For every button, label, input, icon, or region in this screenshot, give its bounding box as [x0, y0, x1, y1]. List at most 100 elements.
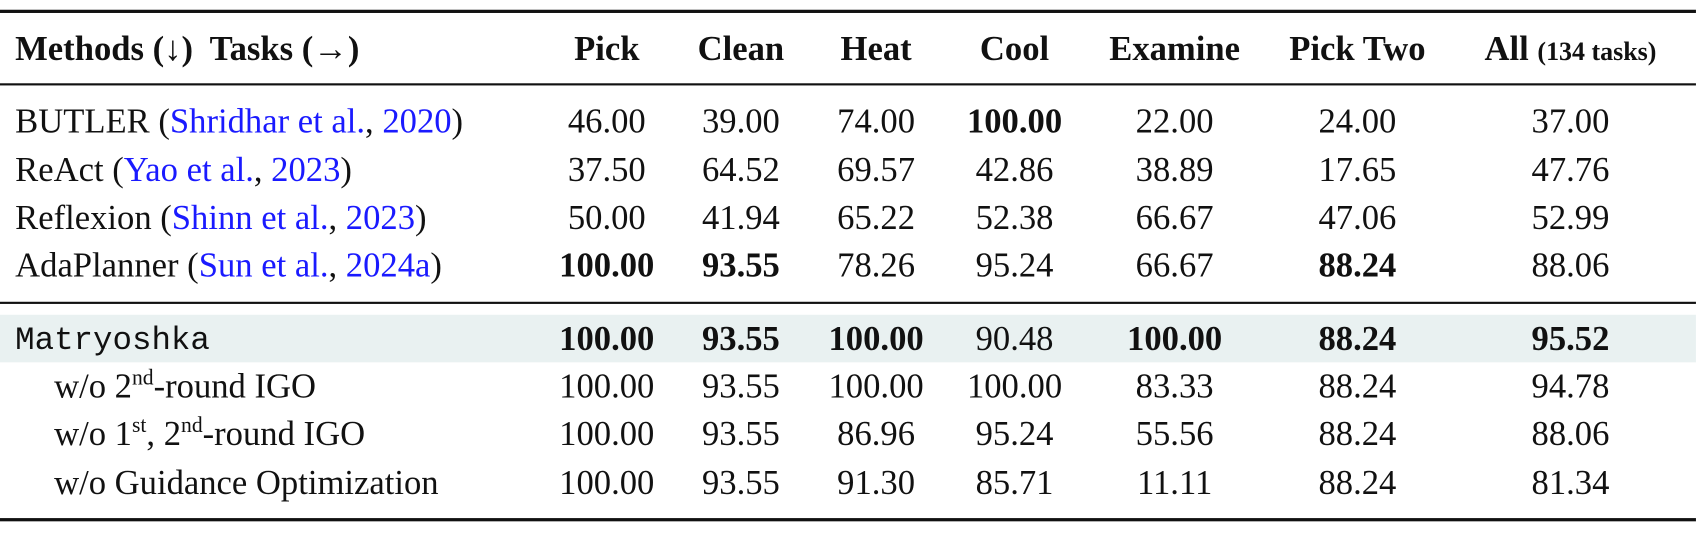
cell: 93.55	[701, 413, 780, 453]
label-text: ,	[253, 149, 272, 189]
cell: 100.00	[559, 366, 655, 406]
cell: 17.65	[1318, 149, 1397, 189]
cell: 11.11	[1136, 462, 1213, 502]
cell: 100.00	[559, 413, 655, 453]
cell: 95.52	[1531, 318, 1610, 358]
cell: 39.00	[701, 101, 780, 141]
cell: 52.99	[1531, 197, 1610, 237]
spacer	[1529, 29, 1538, 68]
header-column: Heat	[841, 29, 912, 69]
citation-link: 2020	[382, 101, 452, 141]
header-label: Cool	[979, 28, 1050, 68]
cell: 66.67	[1135, 244, 1214, 284]
row-label: Reflexion (Shinn et al., 2023)	[15, 197, 426, 237]
label-text: w/o 1	[54, 413, 132, 453]
cell: 38.89	[1135, 149, 1214, 189]
label-text: ,	[328, 197, 346, 237]
cell: 100.00	[966, 101, 1063, 141]
label-text: ,	[328, 244, 346, 284]
cell: 50.00	[567, 197, 646, 237]
header-column: Clean	[698, 29, 785, 69]
label-text: AdaPlanner (	[15, 244, 199, 284]
header-label: Pick	[574, 28, 640, 68]
cell: 93.55	[701, 462, 780, 502]
cell: 95.24	[975, 244, 1054, 284]
cell: 37.50	[567, 149, 646, 189]
row-label: AdaPlanner (Sun et al., 2024a)	[15, 245, 442, 285]
label-text: nd	[180, 413, 203, 438]
header-rule	[0, 83, 1696, 86]
cell: 42.86	[975, 149, 1054, 189]
top-rule	[0, 9, 1696, 13]
cell: 52.38	[975, 197, 1054, 237]
cell: 41.94	[701, 197, 780, 237]
citation-link: Yao et al.	[123, 149, 254, 189]
cell: 100.00	[559, 244, 655, 284]
cell: 100.00	[828, 318, 924, 358]
citation-link: Shinn et al.	[171, 197, 329, 237]
cell: 93.55	[701, 366, 780, 406]
header-note: (134 tasks)	[1537, 38, 1657, 67]
label-text: BUTLER (	[15, 101, 170, 141]
label-text: , 2	[146, 413, 181, 453]
label-text: Reflexion (	[15, 197, 172, 237]
label-text: )	[340, 149, 352, 189]
label-text: nd	[131, 366, 154, 390]
cell: 47.76	[1531, 149, 1610, 189]
row-label: w/o Guidance Optimization	[54, 462, 438, 502]
row-label: Matryoshka	[15, 317, 210, 360]
cell: 100.00	[828, 366, 924, 406]
label-text: -round IGO	[153, 366, 317, 406]
label-text: Matryoshka	[15, 322, 210, 360]
header-label: Examine	[1109, 28, 1240, 68]
row-highlight	[0, 314, 1696, 363]
label-text: -round IGO	[202, 413, 366, 453]
cell: 88.24	[1318, 244, 1397, 284]
header-column: Pick	[574, 29, 639, 69]
cell: 47.06	[1318, 197, 1397, 237]
cell: 100.00	[1127, 318, 1223, 358]
cell: 64.52	[701, 149, 780, 189]
label-text: w/o Guidance Optimization	[54, 462, 439, 502]
cell: 55.56	[1135, 413, 1214, 453]
cell: 37.00	[1531, 101, 1610, 141]
cell: 78.26	[837, 244, 916, 284]
row-label: BUTLER (Shridhar et al., 2020)	[15, 101, 463, 141]
cell: 94.78	[1531, 366, 1610, 406]
header-label: Clean	[697, 28, 785, 68]
label-text: )	[415, 197, 427, 237]
citation-link: 2023	[271, 149, 341, 189]
cell: 66.67	[1135, 197, 1214, 237]
citation-link: Shridhar et al.	[169, 101, 366, 141]
header-methods: Methods (↓) Tasks (→)	[15, 28, 360, 68]
row-label: w/o 2nd-round IGO	[54, 366, 316, 406]
cell: 100.00	[966, 366, 1063, 406]
cell: 74.00	[837, 101, 916, 141]
citation-link: 2023	[345, 197, 416, 237]
cell: 90.48	[975, 318, 1054, 358]
label-text: )	[430, 244, 442, 284]
cell: 93.55	[701, 244, 780, 284]
cell: 91.30	[837, 462, 916, 502]
header-column: Examine	[1109, 29, 1240, 69]
cell: 100.00	[559, 318, 655, 358]
citation-link: 2024a	[345, 244, 431, 284]
cell: 88.24	[1318, 413, 1397, 453]
cell: 24.00	[1318, 101, 1397, 141]
cell: 86.96	[837, 413, 916, 453]
cell: 65.22	[837, 197, 916, 237]
header-label: All	[1484, 28, 1529, 68]
label-text: ,	[365, 101, 383, 141]
cell: 93.55	[701, 318, 780, 358]
cell: 88.24	[1318, 462, 1397, 502]
label-text: ReAct (	[15, 149, 124, 189]
cell: 46.00	[567, 101, 646, 141]
cell: 88.24	[1318, 366, 1397, 406]
label-text: )	[451, 101, 464, 141]
label-text: st	[131, 413, 147, 438]
cell: 88.06	[1531, 244, 1610, 284]
cell: 83.33	[1135, 366, 1214, 406]
header-label: Pick Two	[1289, 28, 1426, 68]
cell: 81.34	[1531, 462, 1610, 502]
